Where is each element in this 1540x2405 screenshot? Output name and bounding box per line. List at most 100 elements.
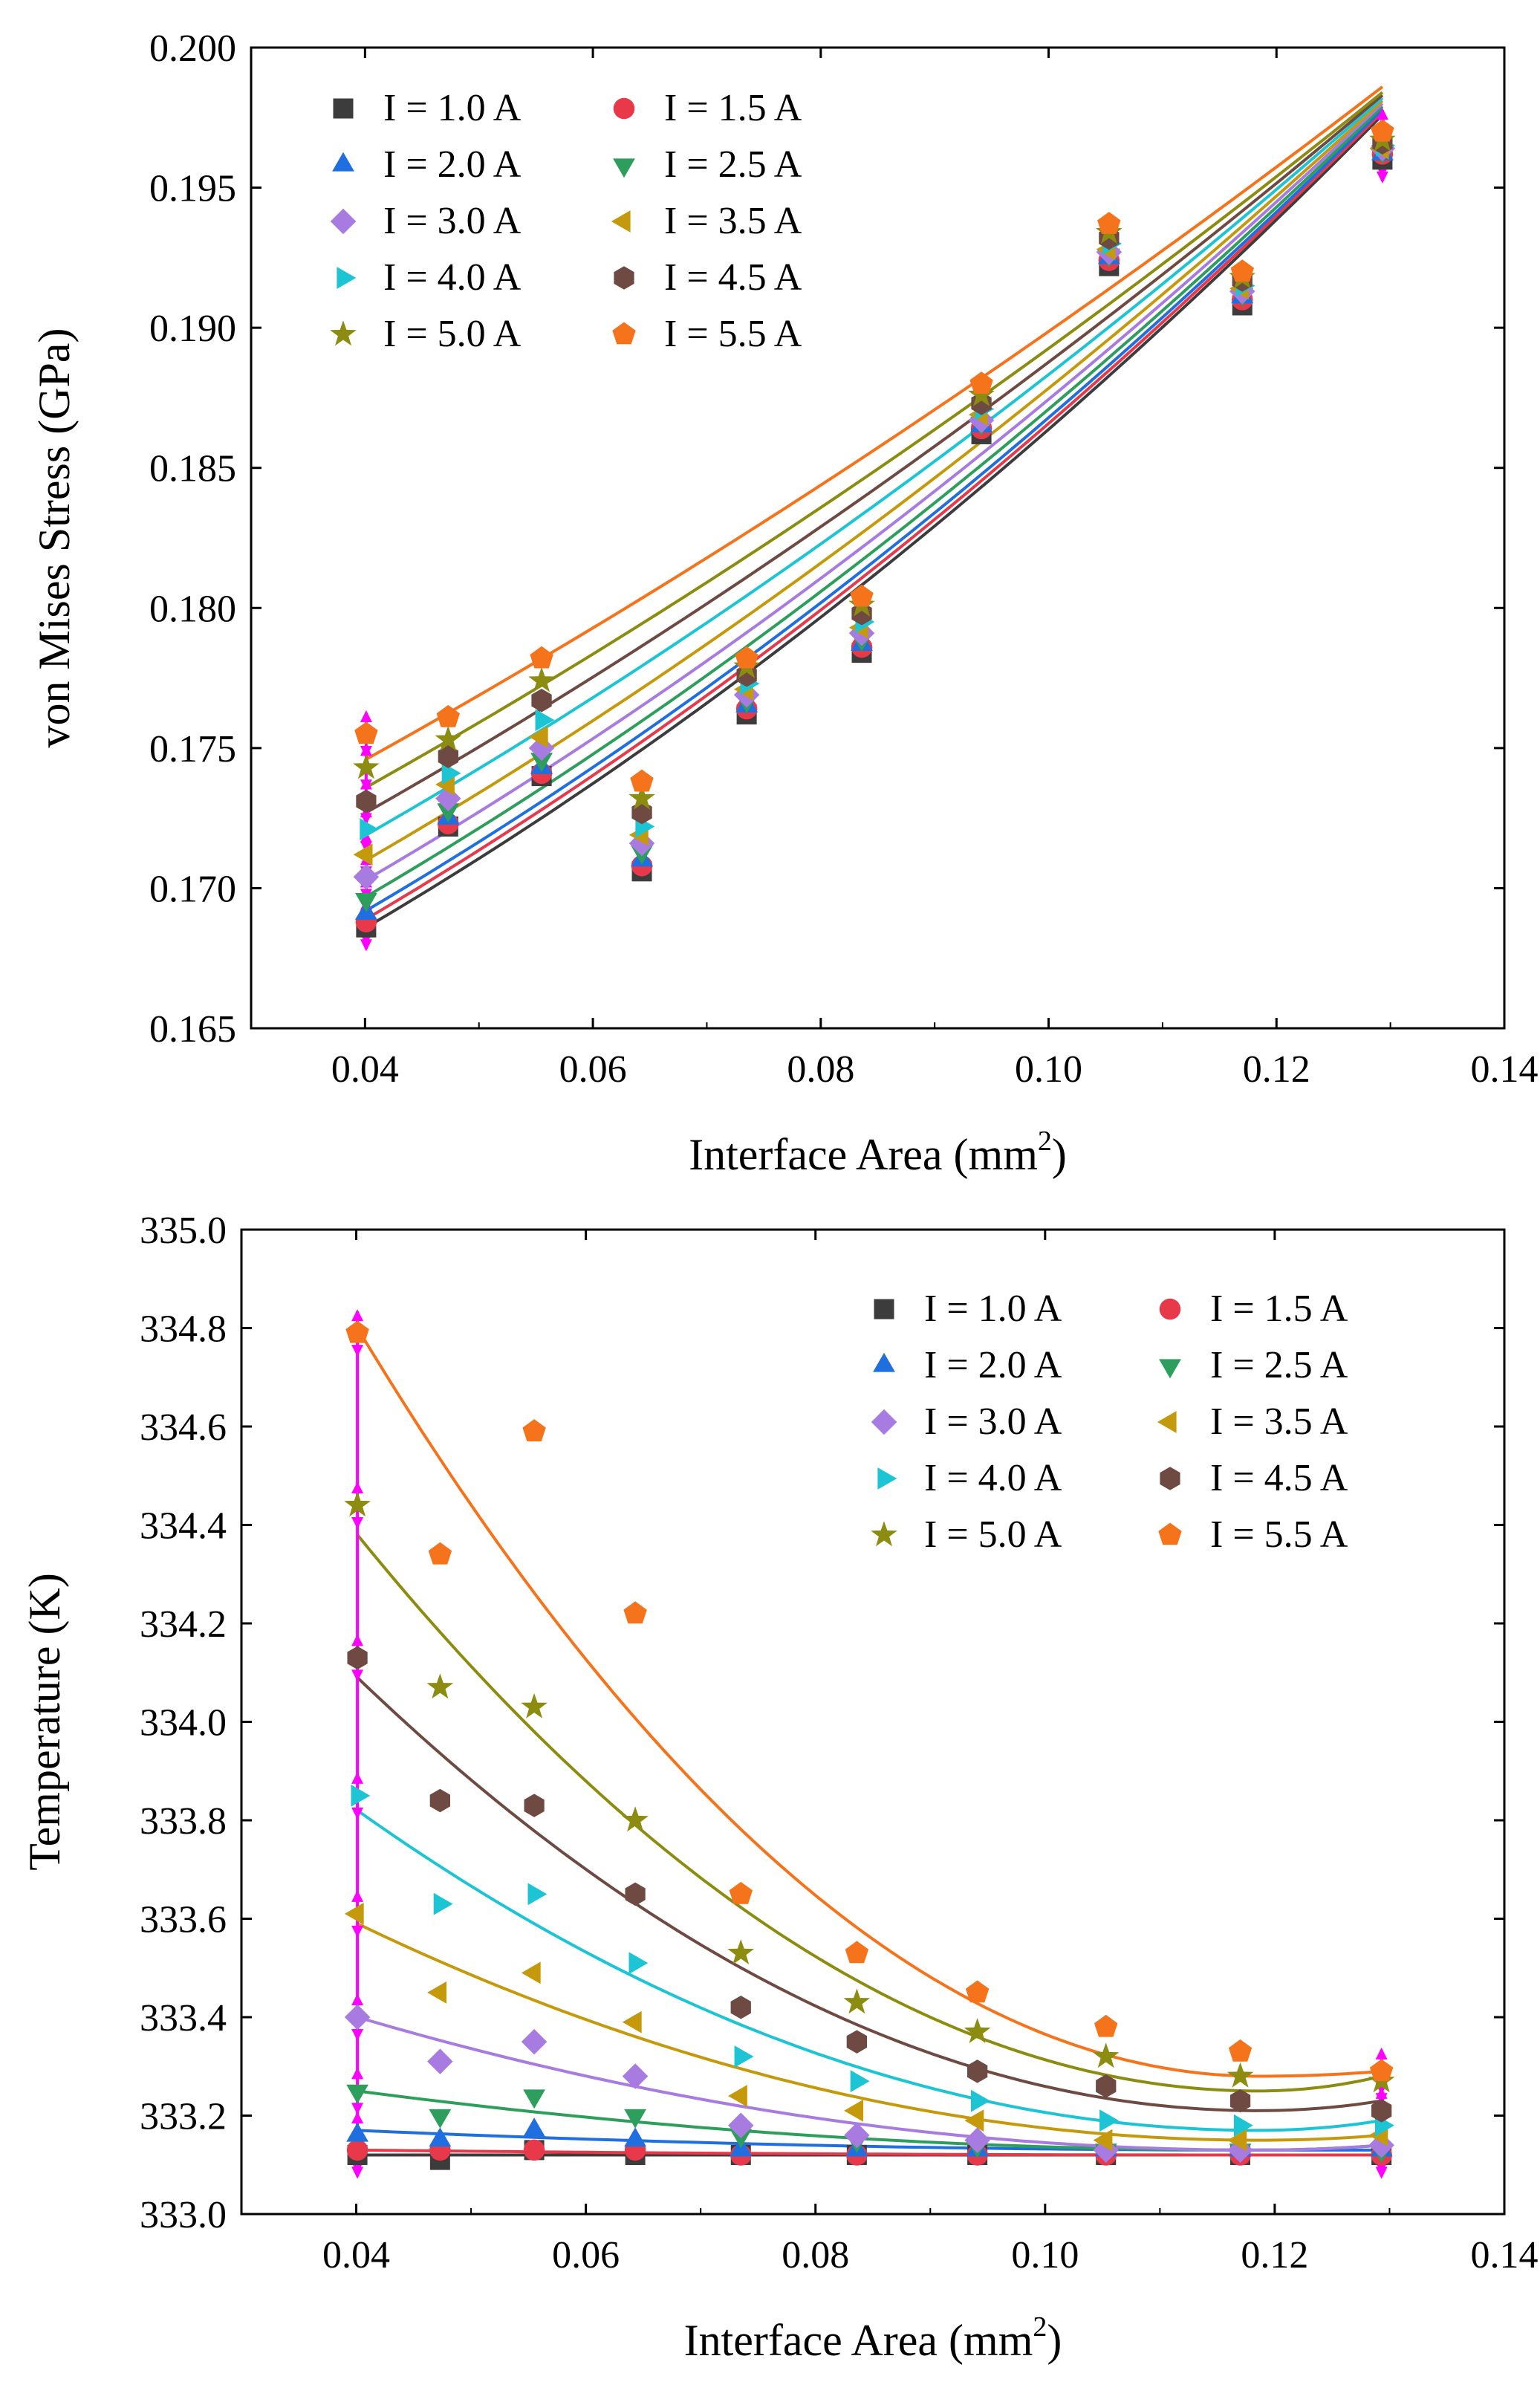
legend-marker-i-2-0-a — [873, 1352, 895, 1372]
data-point-i-4-0-a — [1099, 2109, 1119, 2132]
data-point-i-3-0-a — [728, 2112, 754, 2138]
data-point-i-3-0-a — [344, 2004, 371, 2031]
legend-marker-i-4-0-a — [337, 267, 357, 289]
data-point-i-3-5-a — [622, 2010, 642, 2034]
data-point-i-4-5-a — [967, 2060, 988, 2083]
x-tick-label: 0.04 — [322, 2234, 390, 2276]
error-cap — [351, 1889, 364, 1902]
data-point-i-4-0-a — [433, 1892, 453, 1915]
legend-label-i-5-0-a: I = 5.0 A — [924, 1513, 1062, 1556]
x-tick-label: 0.12 — [1241, 2234, 1308, 2276]
data-point-i-3-0-a — [353, 864, 380, 890]
legend-label-i-3-0-a: I = 3.0 A — [924, 1401, 1062, 1443]
y-tick-label: 0.175 — [149, 728, 236, 770]
x-tick-label: 0.10 — [1015, 1048, 1082, 1091]
legend-marker-i-3-5-a — [1157, 1411, 1177, 1433]
fit-curve-i-5-5-a — [356, 1327, 1382, 2078]
data-point-i-4-0-a — [441, 762, 461, 785]
error-cap — [1375, 2047, 1388, 2060]
data-point-i-5-5-a — [428, 1542, 452, 1565]
fit-curve-i-2-5-a — [365, 105, 1384, 898]
legend-label-i-5-5-a: I = 5.5 A — [1210, 1513, 1348, 1556]
data-point-i-5-5-a — [850, 584, 874, 607]
error-cap — [351, 1993, 364, 2005]
temperature-chart: 0.04 0.06 0.08 0.10 0.12 0.14 333.0 333.2 333.4 3… — [20, 1210, 1539, 2365]
data-point-i-4-5-a — [1096, 2074, 1117, 2098]
data-point-i-5-5-a — [735, 646, 758, 669]
y-axis-title: von Mises Stress (GPa) — [30, 328, 79, 748]
legend-marker-i-2-0-a — [332, 152, 354, 172]
data-point-i-4-0-a — [360, 818, 380, 841]
data-point-i-2-5-a — [429, 2109, 452, 2129]
legend-marker-i-4-0-a — [877, 1467, 897, 1490]
x-tick-label: 0.08 — [782, 2234, 849, 2276]
data-point-i-4-0-a — [734, 2045, 754, 2068]
data-point-i-5-0-a — [1227, 2062, 1254, 2088]
y-tick-label: 334.4 — [140, 1505, 227, 1548]
y-tick-label: 0.190 — [149, 308, 236, 350]
data-point-i-5-5-a — [845, 1941, 869, 1964]
data-point-i-4-0-a — [351, 1784, 371, 1807]
legend-marker-i-1-5-a — [1159, 1298, 1181, 1320]
data-point-i-4-5-a — [1229, 2088, 1251, 2113]
error-cap — [351, 1634, 364, 1646]
legend-marker-i-2-5-a — [613, 158, 635, 178]
legend-marker-i-1-0-a — [333, 98, 354, 119]
fit-curve-i-3-5-a — [357, 1922, 1382, 2142]
x-tick-label: 0.04 — [331, 1048, 399, 1091]
y-tick-label: 334.2 — [140, 1603, 227, 1646]
y-tick-label: 0.185 — [149, 448, 236, 490]
legend-label-i-2-5-a: I = 2.5 A — [664, 143, 802, 186]
data-point-i-3-5-a — [1227, 2129, 1247, 2152]
fit-curve-i-4-5-a — [356, 1676, 1382, 2112]
data-point-i-4-5-a — [730, 1996, 751, 2019]
legend-marker-i-4-5-a — [1160, 1467, 1180, 1490]
data-point-i-4-0-a — [628, 1952, 649, 1975]
data-point-i-5-5-a — [623, 1601, 647, 1624]
legend-label-i-4-5-a: I = 4.5 A — [1210, 1457, 1348, 1499]
legend-label-i-1-0-a: I = 1.0 A — [383, 87, 522, 129]
y-tick-label: 333.4 — [140, 1997, 227, 2039]
data-point-i-5-0-a — [528, 666, 555, 692]
x-tick-label: 0.08 — [787, 1048, 854, 1091]
error-cap — [1376, 108, 1388, 120]
data-point-i-5-5-a — [969, 371, 993, 394]
data-point-i-4-5-a — [524, 1794, 545, 1817]
fit-curve-i-1-0-a — [365, 114, 1384, 929]
fit-curve-i-5-0-a — [356, 1533, 1383, 2093]
error-cap — [351, 1345, 364, 1357]
fit-curve-i-1-5-a — [365, 111, 1384, 921]
data-point-i-3-0-a — [844, 2122, 870, 2149]
y-tick-label: 0.200 — [149, 27, 236, 70]
data-point-i-3-5-a — [427, 1981, 446, 2004]
legend: I = 1.0 A I = 1.5 A I = 2.0 A I = 2.5 A I = … — [330, 87, 802, 355]
error-cap — [360, 779, 372, 792]
legend-label-i-4-0-a: I = 4.0 A — [383, 256, 522, 299]
y-tick-label: 0.195 — [149, 168, 236, 210]
data-point-i-5-0-a — [426, 1673, 454, 1699]
legend-marker-i-4-5-a — [614, 266, 634, 290]
x-tick-label: 0.10 — [1011, 2234, 1079, 2276]
data-point-i-5-0-a — [843, 1988, 871, 2014]
data-point-i-3-5-a — [1093, 2129, 1113, 2152]
error-cap — [351, 1309, 364, 1322]
data-point-i-3-0-a — [622, 2063, 649, 2089]
plot-frame — [250, 46, 1506, 1030]
data-point-i-5-0-a — [344, 1491, 371, 1517]
x-tick-label: 0.12 — [1243, 1048, 1310, 1091]
y-tick-label: 333.0 — [140, 2194, 227, 2236]
data-point-i-3-5-a — [528, 725, 548, 748]
data-point-i-5-5-a — [729, 1881, 753, 1904]
data-point-i-3-5-a — [964, 2109, 984, 2132]
data-point-i-2-5-a — [437, 803, 460, 823]
data-point-i-4-5-a — [1371, 2099, 1392, 2123]
legend-label-i-4-5-a: I = 4.5 A — [664, 256, 802, 299]
data-point-i-5-5-a — [530, 646, 553, 669]
data-point-i-3-0-a — [964, 2127, 990, 2153]
data-point-i-5-0-a — [628, 785, 655, 810]
legend-label-i-3-0-a: I = 3.0 A — [383, 200, 522, 242]
legend-label-i-5-0-a: I = 5.0 A — [383, 313, 522, 355]
x-axis-title: Interface Area (mm2) — [684, 2311, 1062, 2365]
legend-marker-i-2-5-a — [1159, 1359, 1181, 1379]
data-point-i-4-5-a — [846, 2030, 867, 2054]
